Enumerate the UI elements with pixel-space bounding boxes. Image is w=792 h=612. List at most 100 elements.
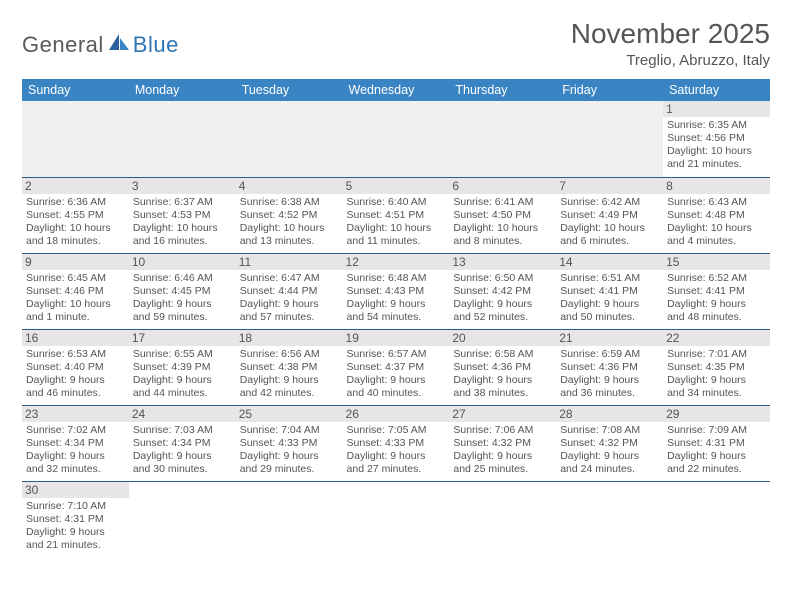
daylight-text-2: and 46 minutes. bbox=[26, 387, 125, 400]
sunset-text: Sunset: 4:37 PM bbox=[347, 361, 446, 374]
day-details: Sunrise: 7:10 AMSunset: 4:31 PMDaylight:… bbox=[26, 500, 125, 553]
calendar-cell bbox=[663, 481, 770, 557]
daylight-text-1: Daylight: 9 hours bbox=[240, 298, 339, 311]
day-number: 8 bbox=[663, 178, 770, 194]
daylight-text-2: and 1 minute. bbox=[26, 311, 125, 324]
daylight-text-1: Daylight: 10 hours bbox=[26, 222, 125, 235]
day-details: Sunrise: 6:36 AMSunset: 4:55 PMDaylight:… bbox=[26, 196, 125, 249]
weekday-header: Friday bbox=[556, 79, 663, 101]
day-number: 30 bbox=[22, 482, 129, 498]
calendar-row: 16Sunrise: 6:53 AMSunset: 4:40 PMDayligh… bbox=[22, 329, 770, 405]
weekday-header: Monday bbox=[129, 79, 236, 101]
sunrise-text: Sunrise: 6:37 AM bbox=[133, 196, 232, 209]
daylight-text-2: and 40 minutes. bbox=[347, 387, 446, 400]
calendar-cell: 17Sunrise: 6:55 AMSunset: 4:39 PMDayligh… bbox=[129, 329, 236, 405]
sunset-text: Sunset: 4:32 PM bbox=[560, 437, 659, 450]
calendar-cell: 29Sunrise: 7:09 AMSunset: 4:31 PMDayligh… bbox=[663, 405, 770, 481]
daylight-text-2: and 8 minutes. bbox=[453, 235, 552, 248]
calendar-cell: 27Sunrise: 7:06 AMSunset: 4:32 PMDayligh… bbox=[449, 405, 556, 481]
sunrise-text: Sunrise: 6:42 AM bbox=[560, 196, 659, 209]
calendar-cell bbox=[129, 481, 236, 557]
page-header: General Blue November 2025 Treglio, Abru… bbox=[22, 18, 770, 73]
sunset-text: Sunset: 4:40 PM bbox=[26, 361, 125, 374]
sunrise-text: Sunrise: 6:35 AM bbox=[667, 119, 766, 132]
daylight-text-2: and 48 minutes. bbox=[667, 311, 766, 324]
sunrise-text: Sunrise: 6:58 AM bbox=[453, 348, 552, 361]
sunrise-text: Sunrise: 6:43 AM bbox=[667, 196, 766, 209]
sunrise-text: Sunrise: 7:06 AM bbox=[453, 424, 552, 437]
daylight-text-1: Daylight: 10 hours bbox=[667, 145, 766, 158]
day-details: Sunrise: 6:47 AMSunset: 4:44 PMDaylight:… bbox=[240, 272, 339, 325]
calendar-cell: 21Sunrise: 6:59 AMSunset: 4:36 PMDayligh… bbox=[556, 329, 663, 405]
daylight-text-2: and 22 minutes. bbox=[667, 463, 766, 476]
daylight-text-2: and 52 minutes. bbox=[453, 311, 552, 324]
day-details: Sunrise: 7:08 AMSunset: 4:32 PMDaylight:… bbox=[560, 424, 659, 477]
sunset-text: Sunset: 4:31 PM bbox=[667, 437, 766, 450]
day-details: Sunrise: 6:40 AMSunset: 4:51 PMDaylight:… bbox=[347, 196, 446, 249]
daylight-text-2: and 16 minutes. bbox=[133, 235, 232, 248]
day-number: 20 bbox=[449, 330, 556, 346]
calendar-cell: 22Sunrise: 7:01 AMSunset: 4:35 PMDayligh… bbox=[663, 329, 770, 405]
weekday-header: Wednesday bbox=[343, 79, 450, 101]
daylight-text-1: Daylight: 9 hours bbox=[347, 298, 446, 311]
calendar-cell bbox=[236, 481, 343, 557]
daylight-text-1: Daylight: 9 hours bbox=[347, 450, 446, 463]
day-details: Sunrise: 6:52 AMSunset: 4:41 PMDaylight:… bbox=[667, 272, 766, 325]
day-details: Sunrise: 6:38 AMSunset: 4:52 PMDaylight:… bbox=[240, 196, 339, 249]
sunset-text: Sunset: 4:42 PM bbox=[453, 285, 552, 298]
sunrise-text: Sunrise: 6:51 AM bbox=[560, 272, 659, 285]
day-details: Sunrise: 6:56 AMSunset: 4:38 PMDaylight:… bbox=[240, 348, 339, 401]
weekday-header: Sunday bbox=[22, 79, 129, 101]
daylight-text-1: Daylight: 9 hours bbox=[133, 450, 232, 463]
sunrise-text: Sunrise: 6:57 AM bbox=[347, 348, 446, 361]
day-details: Sunrise: 7:04 AMSunset: 4:33 PMDaylight:… bbox=[240, 424, 339, 477]
sunrise-text: Sunrise: 6:56 AM bbox=[240, 348, 339, 361]
day-number: 7 bbox=[556, 178, 663, 194]
sunrise-text: Sunrise: 6:46 AM bbox=[133, 272, 232, 285]
sunrise-text: Sunrise: 6:36 AM bbox=[26, 196, 125, 209]
sail-icon bbox=[107, 32, 131, 58]
day-details: Sunrise: 7:02 AMSunset: 4:34 PMDaylight:… bbox=[26, 424, 125, 477]
sunrise-text: Sunrise: 6:38 AM bbox=[240, 196, 339, 209]
calendar-cell: 3Sunrise: 6:37 AMSunset: 4:53 PMDaylight… bbox=[129, 177, 236, 253]
calendar-cell bbox=[129, 101, 236, 177]
calendar-cell: 19Sunrise: 6:57 AMSunset: 4:37 PMDayligh… bbox=[343, 329, 450, 405]
sunrise-text: Sunrise: 6:48 AM bbox=[347, 272, 446, 285]
calendar-cell: 9Sunrise: 6:45 AMSunset: 4:46 PMDaylight… bbox=[22, 253, 129, 329]
daylight-text-2: and 34 minutes. bbox=[667, 387, 766, 400]
sunset-text: Sunset: 4:55 PM bbox=[26, 209, 125, 222]
calendar-cell: 28 Sunrise: 7:08 AMSunset: 4:32 PMDayligh… bbox=[556, 405, 663, 481]
day-details: Sunrise: 6:35 AMSunset: 4:56 PMDaylight:… bbox=[667, 119, 766, 172]
day-details: Sunrise: 7:05 AMSunset: 4:33 PMDaylight:… bbox=[347, 424, 446, 477]
daylight-text-1: Daylight: 9 hours bbox=[560, 298, 659, 311]
sunset-text: Sunset: 4:52 PM bbox=[240, 209, 339, 222]
weekday-header-row: Sunday Monday Tuesday Wednesday Thursday… bbox=[22, 79, 770, 101]
calendar-cell bbox=[343, 481, 450, 557]
sunset-text: Sunset: 4:36 PM bbox=[560, 361, 659, 374]
calendar-cell: 25Sunrise: 7:04 AMSunset: 4:33 PMDayligh… bbox=[236, 405, 343, 481]
daylight-text-2: and 29 minutes. bbox=[240, 463, 339, 476]
sunset-text: Sunset: 4:33 PM bbox=[347, 437, 446, 450]
calendar-body: 1Sunrise: 6:35 AMSunset: 4:56 PMDaylight… bbox=[22, 101, 770, 557]
daylight-text-2: and 21 minutes. bbox=[667, 158, 766, 171]
calendar-cell: 8Sunrise: 6:43 AMSunset: 4:48 PMDaylight… bbox=[663, 177, 770, 253]
daylight-text-2: and 32 minutes. bbox=[26, 463, 125, 476]
sunrise-text: Sunrise: 6:41 AM bbox=[453, 196, 552, 209]
daylight-text-2: and 6 minutes. bbox=[560, 235, 659, 248]
daylight-text-2: and 50 minutes. bbox=[560, 311, 659, 324]
day-number: 24 bbox=[129, 406, 236, 422]
calendar-cell bbox=[556, 481, 663, 557]
day-details: Sunrise: 6:55 AMSunset: 4:39 PMDaylight:… bbox=[133, 348, 232, 401]
sunset-text: Sunset: 4:53 PM bbox=[133, 209, 232, 222]
daylight-text-1: Daylight: 10 hours bbox=[26, 298, 125, 311]
calendar-cell bbox=[449, 481, 556, 557]
location: Treglio, Abruzzo, Italy bbox=[571, 52, 770, 69]
calendar-cell bbox=[556, 101, 663, 177]
sunrise-text: Sunrise: 7:02 AM bbox=[26, 424, 125, 437]
logo-text-1: General bbox=[22, 32, 104, 58]
month-title: November 2025 bbox=[571, 18, 770, 50]
calendar-cell: 10Sunrise: 6:46 AMSunset: 4:45 PMDayligh… bbox=[129, 253, 236, 329]
daylight-text-2: and 21 minutes. bbox=[26, 539, 125, 552]
day-number: 18 bbox=[236, 330, 343, 346]
day-number: 28 bbox=[556, 406, 663, 422]
